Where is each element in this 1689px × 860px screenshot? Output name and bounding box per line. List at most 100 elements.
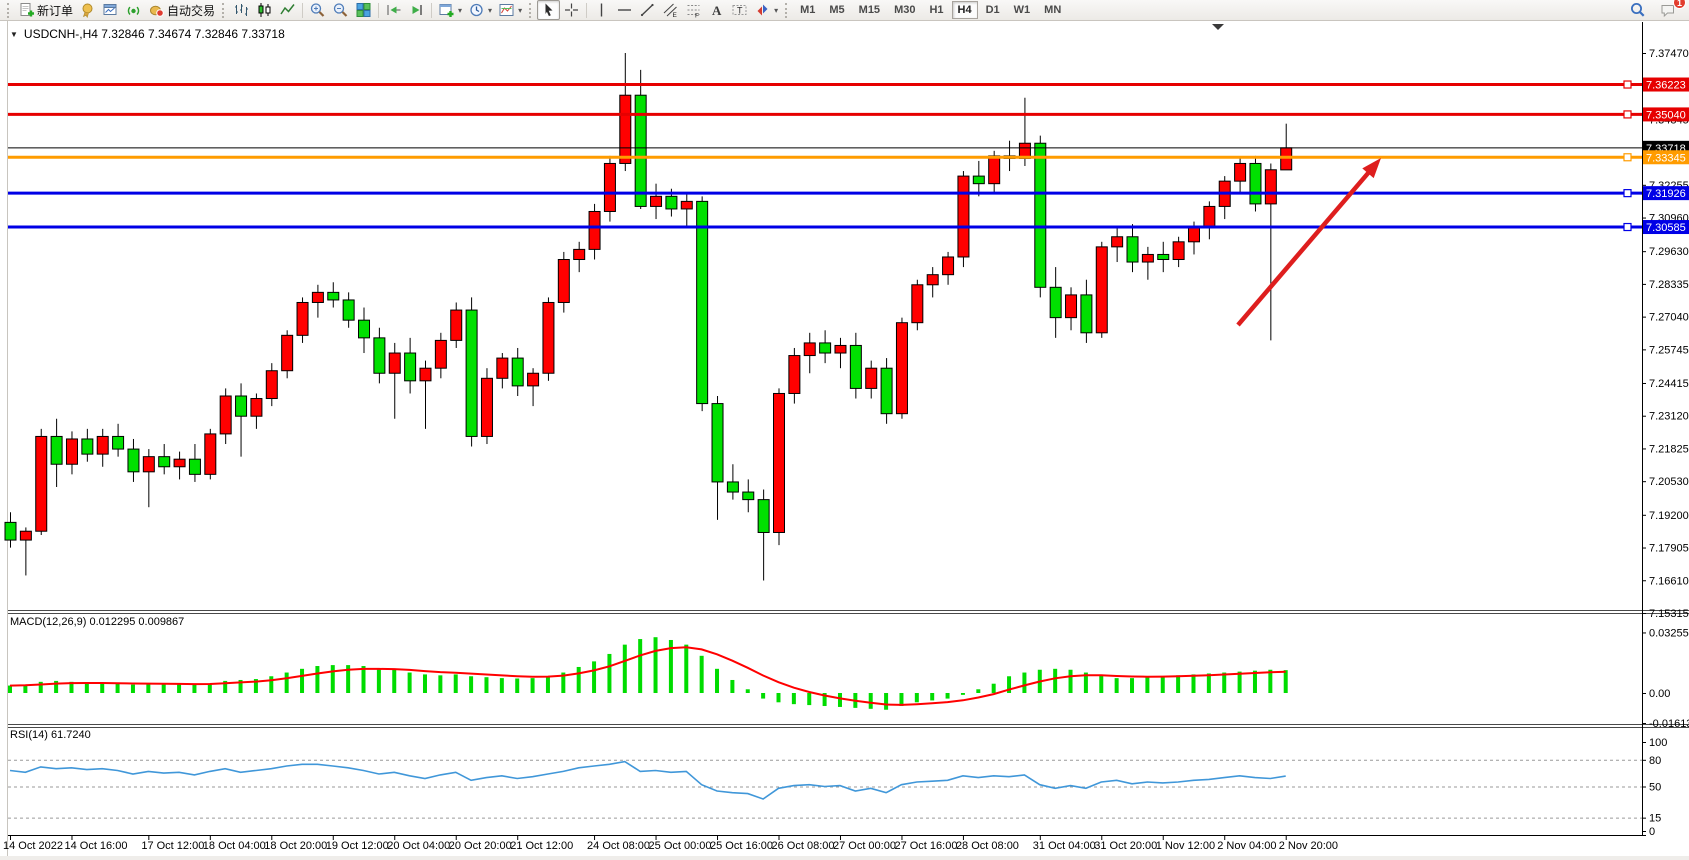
time-tick-label: 18 Oct 04:00 <box>203 840 266 852</box>
rsi-tick-label: 100 <box>1649 737 1667 749</box>
toolbar-button-new-chart[interactable]: ▾ <box>435 0 465 20</box>
macd-tick-label: 0.00 <box>1649 688 1670 700</box>
toolbar: 新订单 自动交易 ▾ ▾ ▾ E F A T ▾ M1 M5 M15 M30 H1 H4 D1 W1 MN 1 <box>0 0 1689 21</box>
toolbar-button-chart-window[interactable] <box>99 0 122 20</box>
price-line-label-box <box>1643 150 1689 165</box>
candle <box>895 322 908 415</box>
macd-bar <box>715 668 720 693</box>
symbol-dropdown-icon[interactable]: ▼ <box>10 29 18 39</box>
timeframe-button-H4[interactable]: H4 <box>951 1 978 19</box>
toolbar-button-label[interactable]: T <box>728 0 751 20</box>
timeframe-button-MN[interactable]: MN <box>1044 4 1062 16</box>
toolbar-button-cursor[interactable] <box>537 0 561 20</box>
candle <box>1065 294 1078 319</box>
toolbar-button-text[interactable]: A <box>705 0 728 20</box>
macd-bar <box>1252 670 1257 693</box>
macd-bar <box>130 684 135 693</box>
toolbar-button-vline[interactable] <box>590 0 613 20</box>
macd-bar <box>991 683 996 693</box>
timeframe-button-H1[interactable]: H1 <box>929 4 944 16</box>
toolbar-button-zoom-in[interactable] <box>306 0 329 20</box>
macd-bar <box>1130 678 1135 693</box>
macd-bar <box>515 678 520 693</box>
toolbar-button-autoscroll[interactable] <box>405 0 428 20</box>
line-handle[interactable] <box>1623 189 1632 198</box>
macd-bar <box>115 683 120 693</box>
line-handle[interactable] <box>1623 110 1632 119</box>
crosshair-icon <box>565 3 579 17</box>
toolbar-button-fibo[interactable]: F <box>682 0 705 20</box>
chart-title[interactable]: ▼ USDCNH-,H4 7.32846 7.34674 7.32846 7.3… <box>10 27 285 41</box>
toolbar-button-seal[interactable] <box>76 0 99 20</box>
price-tick-label: 7.16610 <box>1649 575 1689 587</box>
time-tick-label: 25 Oct 16:00 <box>710 840 773 852</box>
macd-bar <box>207 683 212 693</box>
toolbar-button-crosshair[interactable] <box>560 0 583 20</box>
chart-shift-marker[interactable] <box>1212 24 1224 30</box>
candle <box>972 175 985 185</box>
toolbar-button-channel[interactable]: E <box>659 0 682 20</box>
notifications-button[interactable]: 1 <box>1657 0 1686 20</box>
timeframe-button-M15[interactable]: M15 <box>858 4 881 16</box>
toolbar-button-template[interactable]: ▾ <box>495 0 525 20</box>
line-handle[interactable] <box>1623 222 1632 232</box>
macd-bar <box>561 672 566 693</box>
trend-arrow-shaft[interactable] <box>1236 168 1373 327</box>
macd-bar <box>223 680 228 693</box>
toolbar-button-tile[interactable] <box>352 0 375 20</box>
timeframe-button-W1[interactable]: W1 <box>1013 4 1031 16</box>
candle <box>726 481 739 493</box>
macd-bar <box>177 684 182 693</box>
timeframe-button-M5[interactable]: M5 <box>829 4 845 16</box>
trend-arrow-head[interactable] <box>1362 158 1381 179</box>
line-handle[interactable] <box>1623 80 1632 89</box>
macd-bar <box>1083 672 1088 693</box>
toolbar-button-line-chart[interactable] <box>276 0 299 20</box>
line-handle[interactable] <box>1623 153 1632 162</box>
candle <box>465 309 478 437</box>
candle <box>650 195 663 207</box>
toolbar-button-zoom-out[interactable] <box>329 0 352 20</box>
macd-bar <box>592 661 597 693</box>
toolbar-button-period[interactable]: ▾ <box>465 0 495 20</box>
time-tick-label: 1 Nov 12:00 <box>1156 840 1215 852</box>
macd-bar <box>1007 676 1012 693</box>
chart-background <box>0 21 1689 856</box>
svg-text:F: F <box>695 13 699 19</box>
candle <box>665 195 678 210</box>
tile-icon <box>356 3 371 17</box>
candle <box>219 395 232 435</box>
macd-bar <box>653 637 658 693</box>
time-tick-label: 26 Oct 08:00 <box>772 840 835 852</box>
toolbar-button-candles[interactable] <box>253 0 276 20</box>
seal-icon <box>82 3 93 18</box>
candle <box>496 357 509 379</box>
toolbar-button-hline[interactable] <box>613 0 636 20</box>
candle <box>680 200 693 210</box>
toolbar-button-new-order[interactable]: 新订单 <box>15 0 76 20</box>
candle <box>434 339 447 369</box>
toolbar-button-bar-chart[interactable] <box>230 0 253 20</box>
macd-bar <box>346 665 351 693</box>
macd-bar <box>807 693 812 706</box>
price-tick-label: 7.15315 <box>1649 608 1689 620</box>
time-tick-label: 14 Oct 16:00 <box>64 840 127 852</box>
candlesticks-layer[interactable] <box>4 53 1293 581</box>
macd-bar <box>361 666 366 693</box>
search-button[interactable] <box>1626 0 1649 20</box>
toolbar-button-shift[interactable] <box>382 0 405 20</box>
toolbar-button-arrows[interactable]: ▾ <box>751 0 781 20</box>
timeframe-button-D1[interactable]: D1 <box>985 4 1000 16</box>
macd-bar <box>699 655 704 693</box>
toolbar-button-radio[interactable] <box>122 0 145 20</box>
timeframe-button-M30[interactable]: M30 <box>894 4 916 16</box>
toolbar-button-autotrade[interactable]: 自动交易 <box>145 0 218 20</box>
toolbar-button-trendline[interactable] <box>636 0 659 20</box>
macd-bar <box>730 679 735 693</box>
candle <box>296 301 309 336</box>
timeframe-button-M1[interactable]: M1 <box>800 4 816 16</box>
candle <box>250 398 263 417</box>
chevron-down-icon: ▾ <box>774 5 779 15</box>
macd-bar <box>484 677 489 693</box>
